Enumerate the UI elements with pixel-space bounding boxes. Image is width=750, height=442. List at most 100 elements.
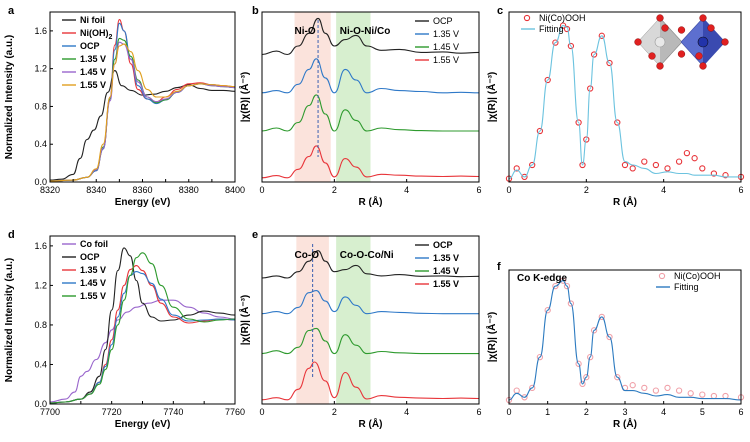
panel-c-data-point xyxy=(641,158,648,165)
panel-a-x-tick-label: 8360 xyxy=(132,185,152,195)
panel-f-data-point xyxy=(641,384,648,392)
panel-c-data-point xyxy=(521,173,528,181)
panel-a-legend-label: OCP xyxy=(80,41,100,51)
panel-d-y-tick-label: 0.8 xyxy=(34,320,47,330)
panel-f-y-axis-label: |χ(R)| (Å⁻³) xyxy=(485,312,498,363)
panel-f-series-line-1 xyxy=(508,280,742,401)
panel-a-y-tick-label: 0.4 xyxy=(34,139,47,149)
panel-c-data-point xyxy=(583,136,590,143)
panel-c-data-point xyxy=(544,76,551,84)
panel-f-data-point xyxy=(521,394,528,401)
panel-a-legend-label: Ni(OH)2 xyxy=(80,28,113,41)
panel-e-series-line-1 xyxy=(261,290,479,315)
oxygen-atom xyxy=(677,50,686,58)
panel-c-x-tick-label: 4 xyxy=(661,185,666,195)
panel-a-series-line-4 xyxy=(49,41,236,182)
panel-d-y-tick-label: 0.0 xyxy=(34,399,47,409)
panel-b-axes-frame xyxy=(261,11,480,183)
panel-f-x-tick-label: 0 xyxy=(506,407,511,417)
oxygen-atom xyxy=(699,62,707,70)
panel-d-y-tick-label: 0.4 xyxy=(34,359,47,369)
panel-c-data-point xyxy=(529,161,536,169)
panel-a-series-line-0 xyxy=(49,70,236,181)
crystal-structure-inset xyxy=(634,14,729,70)
panel-a-x-tick-label: 8320 xyxy=(40,185,60,195)
panel-c-legend-label: Ni(Co)OOH xyxy=(539,13,586,23)
panel-f-data-point xyxy=(529,384,536,392)
panel-b-x-tick-label: 2 xyxy=(332,185,337,195)
panel-c-data-point xyxy=(552,39,559,46)
panel-e-series-line-2 xyxy=(261,327,479,355)
panel-label-d: d xyxy=(8,229,15,241)
panel-e-axes-frame xyxy=(261,235,480,405)
panel-e-x-tick-label: 4 xyxy=(404,407,409,417)
panel-c-data-point xyxy=(559,22,567,29)
panel-f-legend-label: Ni(Co)OOH xyxy=(674,271,721,281)
panel-b-series-line-2 xyxy=(261,94,479,132)
panel-b-series-line-1 xyxy=(261,58,480,94)
panel-f-data-point xyxy=(536,353,544,361)
panel-c-data-point xyxy=(614,119,621,126)
panel-e-legend-label: OCP xyxy=(433,240,453,250)
panel-e-x-tick-label: 2 xyxy=(332,407,337,417)
panel-f-x-tick-label: 3 xyxy=(622,407,627,417)
panel-f-data-point xyxy=(544,307,551,314)
panel-f-data-point xyxy=(587,353,594,361)
metal-atom-ni xyxy=(654,36,666,48)
panel-d-series-line-1 xyxy=(49,247,236,404)
panel-e-series-line-3 xyxy=(261,361,480,401)
panel-d-x-tick-label: 7760 xyxy=(225,407,245,417)
panel-label-c: c xyxy=(497,5,503,17)
panel-c-data-point xyxy=(587,85,594,92)
panel-a-legend-label: 1.35 V xyxy=(80,54,106,64)
panel-d-legend-label: 1.45 V xyxy=(80,278,106,288)
panel-a-series-line-5 xyxy=(49,43,236,182)
panel-label-f: f xyxy=(497,261,501,273)
panel-e: e 0 2 4 6 R (Å) |χ(R)| (Å⁻³) OCP 1.35 V 1.45 V 1.… xyxy=(238,229,482,430)
panel-d-legend-label: 1.35 V xyxy=(80,265,106,275)
metal-atom-co xyxy=(697,36,709,48)
panel-b-highlight-band-0 xyxy=(294,12,331,182)
panel-c-x-tick-label: 2 xyxy=(584,185,589,195)
panel-c-data-point xyxy=(579,161,586,169)
panel-c-data-point xyxy=(563,25,571,33)
panel-c-x-tick-label: 0 xyxy=(506,185,511,195)
panel-d-legend-label: OCP xyxy=(80,252,100,262)
panel-a-legend-label: 1.55 V xyxy=(80,80,106,90)
panel-a-legend-label: Ni foil xyxy=(80,15,105,25)
panel-c-data-point xyxy=(675,158,683,165)
panel-c-data-point xyxy=(722,172,729,179)
panel-f-data-point xyxy=(699,391,706,398)
panel-c-data-point xyxy=(621,161,629,169)
panel-b-series-line-3 xyxy=(261,145,480,179)
panel-d-series-line-0 xyxy=(49,299,236,403)
panel-c-data-point xyxy=(590,51,598,58)
panel-e-legend-label: 1.35 V xyxy=(433,253,459,263)
panel-b-legend-label: 1.45 V xyxy=(433,42,459,52)
panel-f: f 0 1 2 3 4 5 6 R (Å) |χ(R)| (Å⁻³) Ni(Co)OOHFitti… xyxy=(485,261,745,430)
panel-c-series-markers-0 xyxy=(505,22,745,182)
panel-b-legend-label: OCP xyxy=(433,16,453,26)
panel-f-data-point xyxy=(722,392,729,400)
panel-c-data-point xyxy=(567,42,575,50)
panel-a-y-tick-label: 0.8 xyxy=(34,101,47,111)
panel-b-x-tick-label: 6 xyxy=(476,185,481,195)
oxygen-atom xyxy=(656,14,664,22)
panel-d-x-tick-label: 7740 xyxy=(163,407,183,417)
panel-c-data-point xyxy=(683,149,691,157)
panel-c-data-point xyxy=(575,119,582,126)
panel-f-data-point xyxy=(606,333,613,341)
panel-b-highlight-band-1 xyxy=(336,12,371,182)
panel-e-y-axis-label: |χ(R)| (Å⁻³) xyxy=(238,295,251,346)
panel-c-x-axis-label: R (Å) xyxy=(613,195,637,208)
oxygen-atom xyxy=(648,52,656,60)
panel-b-annotation-second-shell: Ni-O-Ni/Co xyxy=(340,26,391,37)
panel-f-data-point xyxy=(598,313,605,321)
panel-a-y-axis-label: Normalized Intensity (a.u.) xyxy=(4,35,15,159)
panel-f-data-point xyxy=(575,360,582,367)
panel-c-data-point xyxy=(606,59,613,67)
panel-f-data-point xyxy=(629,382,636,389)
panel-f-data-point xyxy=(563,282,571,290)
panel-a-x-axis-label: Energy (eV) xyxy=(115,197,171,208)
